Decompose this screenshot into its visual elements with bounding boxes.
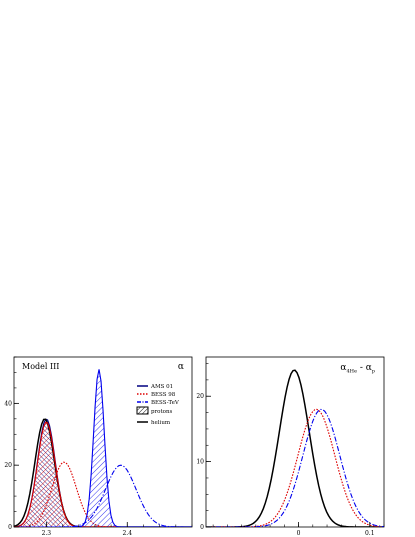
- legend-label-besstev: BESS-TeV: [151, 400, 180, 406]
- left-line-ams-01-helium: [14, 418, 192, 527]
- left-panel-label: Model III: [22, 362, 59, 371]
- left-y-tick-label: 20: [4, 462, 12, 469]
- right-plot-frame: [205, 356, 385, 528]
- right-x-tick-label: 0: [297, 530, 301, 537]
- right-xlabel-sub1: 4He: [346, 369, 357, 375]
- right-y-tick-label: 0: [200, 524, 204, 531]
- left-y-tick-label: 0: [8, 524, 12, 531]
- left-area-bess-tev-protons: [14, 369, 192, 527]
- right-xlabel-sub2: p: [372, 369, 375, 375]
- left-x-tick-label: 2.3: [42, 530, 52, 537]
- left-line-ams-01-protons: [14, 418, 192, 527]
- legend-label-ams01: AMS 01: [150, 384, 173, 390]
- legend-label-helium: helium: [151, 420, 171, 426]
- right-x-axis-label: α4He - αp: [340, 363, 375, 375]
- left-axes: 0 20 40 2.3 2.4: [4, 356, 193, 537]
- left-line-bess-tev-helium: [14, 464, 192, 527]
- left-line-bess-98-helium: [14, 461, 192, 527]
- legend-label-bess98: BESS 98: [151, 392, 176, 398]
- right-x-tick-label: 0.1: [365, 530, 375, 537]
- right-y-tick-label: 10: [196, 459, 204, 466]
- left-line-bess-98-protons: [14, 421, 192, 527]
- right-curves: [206, 369, 384, 527]
- left-y-tick-label: 40: [4, 400, 12, 407]
- left-line-bess-tev-protons: [14, 369, 192, 527]
- right-xlabel-mid: - α: [357, 363, 372, 373]
- right-xlabel-main: α: [340, 363, 346, 373]
- legend: AMS 01 BESS 98 BESS-TeV protons helium: [136, 384, 180, 426]
- left-panel: 0 20 40 2.3 2.4 Model III α AMS 01 BESS 98 B…: [4, 356, 193, 537]
- right-line-bess-98: [206, 408, 384, 527]
- right-y-tick-label: 20: [196, 393, 204, 400]
- left-curves: [14, 369, 192, 527]
- right-axes: 0 10 20 0 0.1: [196, 363, 385, 537]
- left-x-tick-label: 2.4: [122, 530, 132, 537]
- right-panel: 0 10 20 0 0.1 α4He - αp: [196, 356, 385, 537]
- right-line-bess-tev: [206, 408, 384, 527]
- left-area-bess-98-protons: [14, 422, 192, 527]
- legend-label-protons: protons: [151, 409, 173, 415]
- left-x-axis-label: α: [178, 362, 184, 372]
- legend-swatch-protons: [136, 406, 149, 415]
